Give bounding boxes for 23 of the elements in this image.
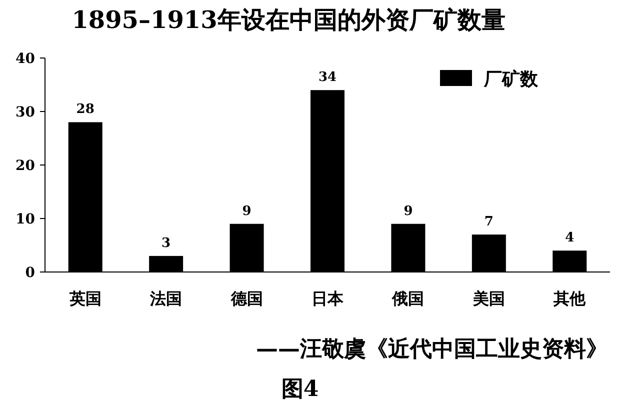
- y-tick-label: 30: [16, 104, 36, 120]
- data-label: 7: [484, 214, 494, 230]
- y-tick-label: 40: [16, 51, 36, 67]
- data-label: 9: [242, 204, 252, 219]
- x-tick-label: 其他: [552, 289, 587, 308]
- x-tick-label: 英国: [68, 289, 102, 308]
- y-tick-label: 10: [16, 212, 36, 228]
- x-tick-label: 俄国: [391, 289, 424, 308]
- x-tick-label: 德国: [230, 289, 263, 308]
- x-tick-label: 日本: [312, 289, 344, 308]
- data-label: 28: [76, 102, 94, 118]
- y-tick-label: 0: [25, 265, 36, 281]
- text: ——汪敬虞《近代中国工业史资料》: [256, 336, 608, 362]
- x-tick-label: 法国: [149, 289, 182, 308]
- y-tick-label: 20: [16, 158, 36, 174]
- x-tick-label: 美国: [472, 289, 505, 308]
- legend-label: 厂矿数: [483, 69, 539, 90]
- data-label: 9: [404, 204, 413, 219]
- data-label: 3: [162, 236, 171, 251]
- chart-title: 1895–1913年设在中国的外资厂矿数量: [72, 5, 506, 34]
- data-label: 34: [318, 70, 337, 86]
- data-label: 4: [565, 230, 574, 246]
- caption: 图4: [281, 376, 319, 402]
